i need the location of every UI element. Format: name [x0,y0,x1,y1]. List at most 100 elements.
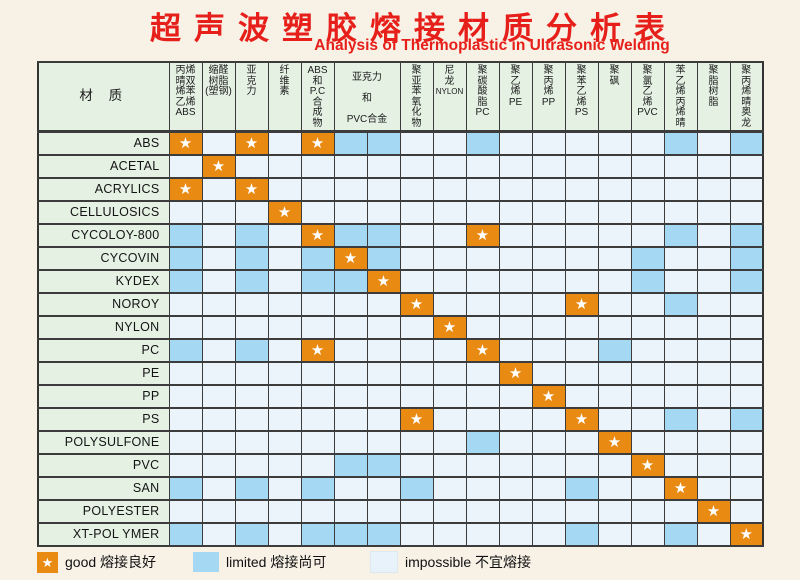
cell-POLYESTER-col16 [663,498,698,524]
cell-KYDEX-col2 [201,268,236,294]
cell-CYCOLOY-800-col13 [564,222,599,248]
cell-POLYSULFONE-col11 [498,429,533,455]
cell-POLYSULFONE-col10 [465,429,500,455]
table-row-XT-POL-YMER: XT-POL YMER ★ [37,521,764,547]
cell-NOROY-col16 [663,291,698,317]
cell-PVC-col10 [465,452,500,478]
cell-ACRYLICS-col12 [531,176,566,202]
cell-KYDEX-col10 [465,268,500,294]
cell-ACETAL-col4 [267,153,302,179]
cell-CELLULOSICS-col16 [663,199,698,225]
cell-CYCOLOY-800-col7 [366,222,401,248]
cell-ABS-col15 [630,130,665,156]
cell-SAN-col5 [300,475,335,501]
cell-ABS-col8 [399,130,434,156]
cell-CYCOLOY-800-col14 [597,222,632,248]
cell-PS-col13: ★ [564,406,599,432]
cell-ACRYLICS-col18 [729,176,764,202]
cell-PE-col9 [432,360,467,386]
cell-ACRYLICS-col13 [564,176,599,202]
cell-PE-col6 [333,360,368,386]
cell-PE-col4 [267,360,302,386]
cell-SAN-col6 [333,475,368,501]
cell-ACRYLICS-col10 [465,176,500,202]
cell-KYDEX-col5 [300,268,335,294]
cell-CELLULOSICS-col15 [630,199,665,225]
legend-label-good: good 熔接良好 [65,554,157,570]
cell-PC-col18 [729,337,764,363]
cell-ABS-col1: ★ [168,130,203,156]
cell-KYDEX-col9 [432,268,467,294]
cell-PVC-col11 [498,452,533,478]
cell-KYDEX-col14 [597,268,632,294]
cell-ABS-col5: ★ [300,130,335,156]
cell-KYDEX-col18 [729,268,764,294]
cell-PVC-col1 [168,452,203,478]
cell-ABS-col7 [366,130,401,156]
cell-ACETAL-col1 [168,153,203,179]
cell-ABS-col9 [432,130,467,156]
cell-PP-col9 [432,383,467,409]
cell-CYCOVIN-col7 [366,245,401,271]
cell-CELLULOSICS-col7 [366,199,401,225]
cell-NOROY-col7 [366,291,401,317]
cell-PE-col1 [168,360,203,386]
table-row-CELLULOSICS: CELLULOSICS ★ [37,199,764,225]
cell-PE-col11: ★ [498,360,533,386]
cell-PE-col16 [663,360,698,386]
legend-label-limited: limited 熔接尚可 [226,554,327,570]
col-header-16: 聚丙烯晴奥龙 [729,61,764,133]
cell-ACETAL-col17 [696,153,731,179]
cell-NOROY-col4 [267,291,302,317]
cell-CELLULOSICS-col2 [201,199,236,225]
row-label-NOROY: NOROY [37,291,170,317]
cell-SAN-col9 [432,475,467,501]
cell-PS-col8: ★ [399,406,434,432]
cell-POLYESTER-col1 [168,498,203,524]
legend-item-limited: limited 熔接尚可 [193,551,326,573]
cell-ACETAL-col8 [399,153,434,179]
cell-NOROY-col10 [465,291,500,317]
cell-NYLON-col17 [696,314,731,340]
cell-ACETAL-col15 [630,153,665,179]
cell-ABS-col12 [531,130,566,156]
legend-item-good: ★ good 熔接良好 [37,551,156,573]
cell-CELLULOSICS-col9 [432,199,467,225]
cell-ACETAL-col11 [498,153,533,179]
cell-CELLULOSICS-col18 [729,199,764,225]
cell-PE-col3 [234,360,269,386]
cell-PC-col10: ★ [465,337,500,363]
table-row-SAN: SAN ★ [37,475,764,501]
col-header-11: 聚苯乙烯 PS [564,61,599,133]
cell-KYDEX-col4 [267,268,302,294]
material-header: 材 质 [37,61,170,133]
row-label-ACETAL: ACETAL [37,153,170,179]
compat-table: 材 质丙烯 晴双 烯苯 乙烯 ABS 缩醛 树脂 (塑钢) 亚克力纤维素 ABS 和 P.C 合成物亚克… [37,61,764,547]
row-label-ABS: ABS [37,130,170,156]
cell-NOROY-col17 [696,291,731,317]
cell-POLYESTER-col10 [465,498,500,524]
cell-POLYESTER-col5 [300,498,335,524]
cell-POLYSULFONE-col5 [300,429,335,455]
cell-PVC-col2 [201,452,236,478]
cell-PC-col12 [531,337,566,363]
cell-CYCOVIN-col15 [630,245,665,271]
cell-NOROY-col18 [729,291,764,317]
row-label-PVC: PVC [37,452,170,478]
cell-PE-col7 [366,360,401,386]
table-row-PVC: PVC ★ [37,452,764,478]
table-row-PC: PC ★ ★ [37,337,764,363]
table-row-ABS: ABS ★ ★ ★ [37,130,764,156]
cell-NYLON-col15 [630,314,665,340]
cell-POLYESTER-col14 [597,498,632,524]
cell-POLYESTER-col18 [729,498,764,524]
cell-CYCOVIN-col14 [597,245,632,271]
cell-CYCOLOY-800-col12 [531,222,566,248]
table-row-KYDEX: KYDEX ★ [37,268,764,294]
cell-PVC-col12 [531,452,566,478]
table-row-NYLON: NYLON ★ [37,314,764,340]
cell-PC-col1 [168,337,203,363]
cell-ACETAL-col16 [663,153,698,179]
cell-SAN-col18 [729,475,764,501]
cell-KYDEX-col1 [168,268,203,294]
